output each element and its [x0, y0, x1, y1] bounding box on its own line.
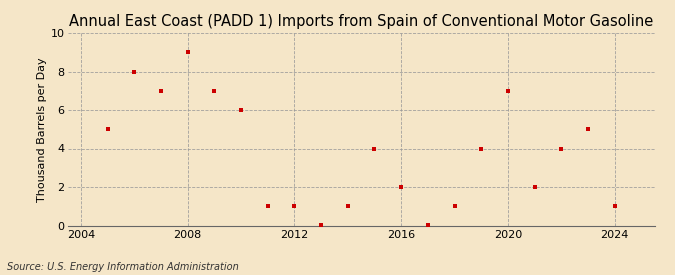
Point — [449, 204, 460, 208]
Point — [155, 89, 166, 93]
Text: Source: U.S. Energy Information Administration: Source: U.S. Energy Information Administ… — [7, 262, 238, 272]
Point — [263, 204, 273, 208]
Point — [396, 185, 406, 189]
Point — [129, 69, 140, 74]
Point — [209, 89, 220, 93]
Point — [583, 127, 593, 131]
Point — [556, 146, 567, 151]
Point — [182, 50, 193, 54]
Point — [610, 204, 620, 208]
Point — [502, 89, 513, 93]
Point — [369, 146, 380, 151]
Title: Annual East Coast (PADD 1) Imports from Spain of Conventional Motor Gasoline: Annual East Coast (PADD 1) Imports from … — [69, 14, 653, 29]
Point — [289, 204, 300, 208]
Point — [102, 127, 113, 131]
Point — [316, 222, 327, 227]
Point — [529, 185, 540, 189]
Y-axis label: Thousand Barrels per Day: Thousand Barrels per Day — [36, 57, 47, 202]
Point — [423, 222, 433, 227]
Point — [236, 108, 246, 112]
Point — [342, 204, 353, 208]
Point — [476, 146, 487, 151]
